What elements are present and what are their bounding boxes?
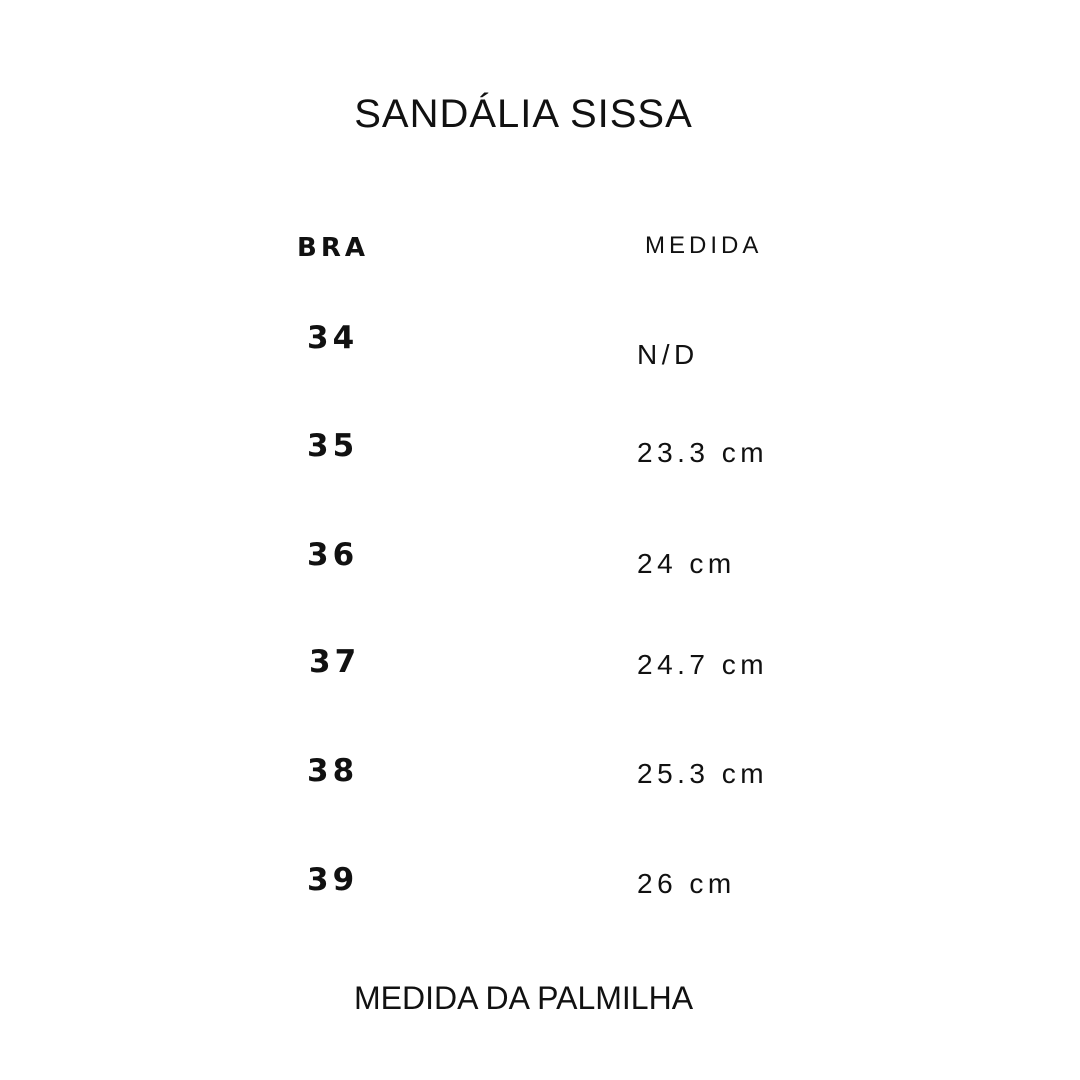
measure-cell: 25.3 cm: [637, 758, 769, 789]
size-cell: 38: [307, 753, 359, 789]
measure-cell: 24 cm: [637, 548, 736, 579]
measure-cell: 23.3 cm: [637, 437, 769, 468]
page-title: SANDÁLIA SISSA: [354, 92, 693, 136]
column-header-measure: MEDIDA: [645, 232, 763, 259]
measure-cell: 26 cm: [637, 868, 736, 899]
column-header-size: BRA: [297, 233, 369, 263]
size-cell: 37: [309, 644, 361, 680]
size-cell: 39: [307, 862, 359, 898]
measure-cell: N/D: [637, 339, 699, 370]
size-cell: 36: [307, 537, 359, 573]
measure-cell: 24.7 cm: [637, 649, 769, 680]
size-cell: 35: [307, 428, 359, 464]
size-cell: 34: [307, 320, 359, 356]
footer-caption: MEDIDA DA PALMILHA: [353, 980, 694, 1016]
